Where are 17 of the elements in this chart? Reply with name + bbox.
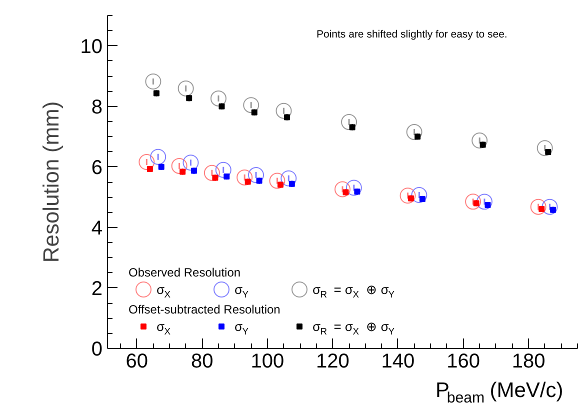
annotation: Observed Resolution bbox=[128, 266, 241, 280]
y-tick-label: 8 bbox=[91, 96, 102, 118]
y-tick-label: 10 bbox=[80, 36, 103, 58]
x-tick-label: 100 bbox=[250, 350, 284, 372]
x-tick-label: 160 bbox=[446, 350, 480, 372]
x-tick-label: 80 bbox=[191, 350, 214, 372]
x-tick-label: 140 bbox=[381, 350, 415, 372]
x-tick-label: 120 bbox=[316, 350, 350, 372]
x-tick-label: 60 bbox=[126, 350, 148, 372]
y-axis-title: Resolution (mm) bbox=[38, 101, 64, 263]
annotation: Points are shifted slightly for easy to see. bbox=[316, 28, 508, 40]
x-tick-label: 180 bbox=[512, 350, 546, 372]
y-tick-label: 4 bbox=[91, 217, 102, 240]
y-tick-label: 2 bbox=[91, 278, 102, 300]
y-tick-label: 0 bbox=[91, 338, 102, 360]
annotation: Offset-subtracted Resolution bbox=[128, 302, 280, 316]
y-tick-label: 6 bbox=[91, 156, 102, 179]
